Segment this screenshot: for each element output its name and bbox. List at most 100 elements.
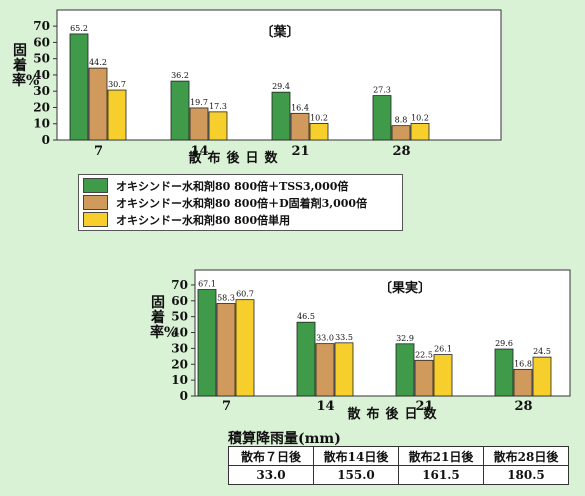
- leaf-category-label: 28: [392, 144, 410, 159]
- rain-title: 積算降雨量(mm): [228, 431, 341, 447]
- leaf-bar: [391, 125, 411, 141]
- legend-item: オキシンドー水和剤80 800倍単用: [83, 211, 398, 228]
- fruit-bar: [513, 368, 533, 397]
- fruit-bar-value-label: 60.7: [236, 290, 254, 299]
- leaf-bar: [69, 33, 89, 141]
- fruit-bar-value-label: 16.8: [514, 359, 532, 368]
- legend-label: オキシンドー水和剤80 800倍＋D固着剤3,000倍: [116, 196, 368, 210]
- fruit-ylabel: 固着率%: [150, 295, 178, 341]
- fruit-bar: [433, 354, 453, 397]
- leaf-ytick-label: 30: [33, 84, 50, 98]
- rain-value-cell: 155.0: [313, 465, 399, 485]
- leaf-bar: [271, 91, 291, 141]
- fruit-bar-value-label: 29.6: [495, 339, 513, 348]
- rain-header-cell: 散布28日後: [483, 446, 569, 466]
- fruit-ytick-label: 10: [171, 373, 188, 387]
- leaf-category-label: 14: [190, 144, 208, 159]
- fruit-bar: [216, 303, 236, 397]
- leaf-bar: [189, 107, 209, 141]
- fruit-ytick-label: 40: [171, 326, 188, 340]
- leaf-bar-value-label: 30.7: [108, 80, 126, 89]
- fruit-chart-title: 〔果実〕: [379, 280, 431, 296]
- leaf-ytick-label: 20: [33, 100, 50, 114]
- leaf-bar-value-label: 10.2: [310, 113, 328, 122]
- fruit-category-label: 7: [222, 399, 231, 414]
- legend-swatch-tan: [83, 195, 108, 210]
- rain-header-cell: 散布14日後: [313, 446, 399, 466]
- leaf-ytick-label: 50: [33, 52, 50, 66]
- fruit-bar: [532, 356, 552, 397]
- fruit-bar: [315, 343, 335, 397]
- rain-table: 散布７日後 散布14日後 散布21日後 散布28日後 33.0 155.0 16…: [228, 446, 569, 485]
- leaf-bar-value-label: 29.4: [272, 82, 290, 91]
- legend-swatch-green: [83, 178, 108, 193]
- legend-item: オキシンドー水和剤80 800倍＋TSS3,000倍: [83, 177, 398, 194]
- rain-header-cell: 散布７日後: [228, 446, 314, 466]
- leaf-ytick-label: 70: [33, 19, 50, 33]
- rain-value-cell: 161.5: [398, 465, 484, 485]
- leaf-ytick-label: 0: [42, 133, 50, 147]
- fruit-bar: [334, 342, 354, 397]
- leaf-bar: [107, 89, 127, 141]
- leaf-bar: [170, 80, 190, 141]
- fruit-bar: [296, 321, 316, 397]
- leaf-bar: [372, 95, 392, 141]
- fruit-bar: [235, 299, 255, 397]
- leaf-bar-value-label: 10.2: [411, 113, 429, 122]
- leaf-bar-value-label: 8.8: [395, 116, 408, 125]
- leaf-bar-value-label: 65.2: [70, 24, 88, 33]
- leaf-category-label: 7: [94, 144, 103, 159]
- fruit-bar-value-label: 46.5: [297, 312, 315, 321]
- fruit-bar-value-label: 26.1: [434, 345, 452, 354]
- legend-label: オキシンドー水和剤80 800倍＋TSS3,000倍: [116, 179, 349, 193]
- fruit-category-label: 21: [415, 399, 433, 414]
- fruit-bar: [494, 348, 514, 397]
- fruit-bar: [395, 343, 415, 397]
- leaf-xlabel: 散布後日数: [188, 150, 283, 166]
- leaf-bar-value-label: 36.2: [171, 71, 189, 80]
- fruit-category-label: 28: [514, 399, 532, 414]
- leaf-ytick-label: 60: [33, 35, 50, 49]
- legend-item: オキシンドー水和剤80 800倍＋D固着剤3,000倍: [83, 194, 398, 211]
- fruit-bar-value-label: 33.5: [335, 333, 353, 342]
- leaf-bar: [290, 112, 310, 141]
- fruit-bar-value-label: 33.0: [316, 334, 334, 343]
- fruit-ytick-label: 70: [171, 278, 188, 292]
- leaf-bar-value-label: 17.3: [209, 102, 227, 111]
- leaf-bar: [410, 123, 430, 141]
- fruit-bar-value-label: 67.1: [198, 280, 216, 289]
- leaf-chart-title: 〔葉〕: [260, 24, 299, 40]
- fruit-bar: [414, 359, 434, 397]
- fruit-xlabel: 散布後日数: [347, 406, 442, 422]
- legend-swatch-yellow: [83, 212, 108, 227]
- leaf-ylabel: 固着率%: [12, 43, 40, 89]
- fruit-bar-value-label: 22.5: [415, 350, 433, 359]
- leaf-ytick-label: 10: [33, 117, 50, 131]
- fruit-bar-value-label: 24.5: [533, 347, 551, 356]
- rain-value-cell: 33.0: [228, 465, 314, 485]
- leaf-bar: [208, 111, 228, 141]
- fruit-category-label: 14: [316, 399, 334, 414]
- fruit-bar: [197, 289, 217, 397]
- rain-header-row: 散布７日後 散布14日後 散布21日後 散布28日後: [228, 446, 569, 466]
- leaf-ytick-label: 40: [33, 68, 50, 82]
- leaf-bar-value-label: 44.2: [89, 58, 107, 67]
- rain-value-row: 33.0 155.0 161.5 180.5: [228, 465, 569, 485]
- fruit-bar-value-label: 32.9: [396, 334, 414, 343]
- fruit-ytick-label: 60: [171, 294, 188, 308]
- leaf-bar: [309, 123, 329, 141]
- leaf-bar-value-label: 16.4: [291, 103, 309, 112]
- leaf-bar-value-label: 19.7: [190, 98, 208, 107]
- fruit-bar-value-label: 58.3: [217, 293, 235, 302]
- rain-value-cell: 180.5: [483, 465, 569, 485]
- fruit-ytick-label: 50: [171, 310, 188, 324]
- rain-header-cell: 散布21日後: [398, 446, 484, 466]
- legend-label: オキシンドー水和剤80 800倍単用: [116, 213, 291, 227]
- leaf-category-label: 21: [291, 144, 309, 159]
- leaf-bar-value-label: 27.3: [373, 86, 391, 95]
- legend: オキシンドー水和剤80 800倍＋TSS3,000倍 オキシンドー水和剤80 8…: [78, 174, 403, 231]
- fruit-ytick-label: 30: [171, 341, 188, 355]
- leaf-bar: [88, 67, 108, 141]
- fruit-ytick-label: 20: [171, 357, 188, 371]
